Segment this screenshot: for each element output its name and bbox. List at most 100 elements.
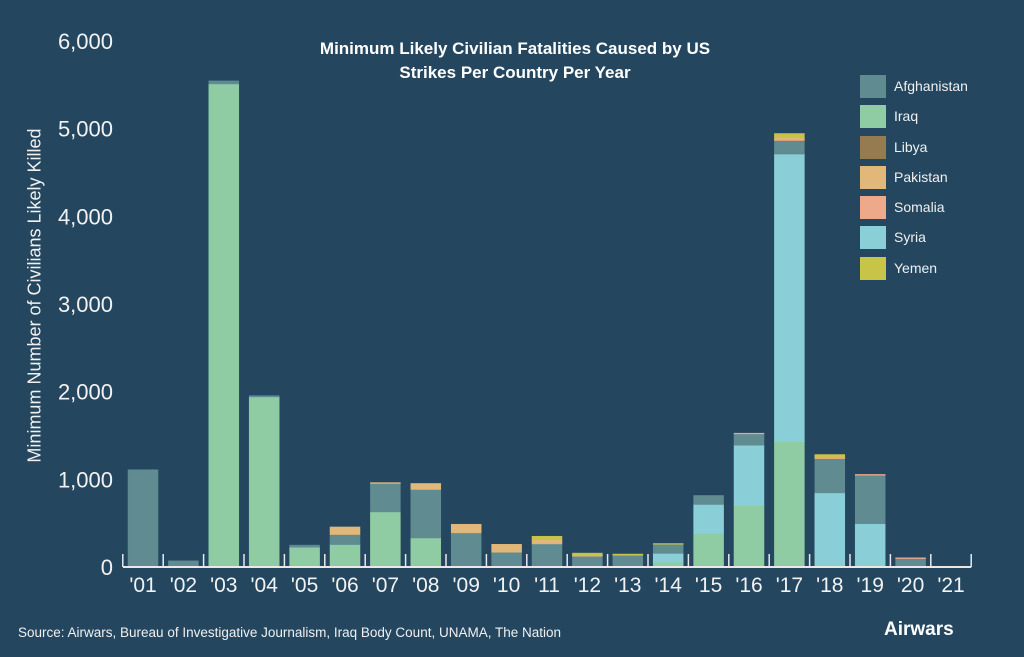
x-tick-label: '18 bbox=[816, 574, 843, 597]
x-tick-label: '02 bbox=[170, 574, 197, 597]
bar-segment-somalia bbox=[895, 557, 926, 559]
x-tick-label: '12 bbox=[574, 574, 601, 597]
bar-segment-iraq bbox=[370, 511, 401, 568]
legend-label: Iraq bbox=[894, 108, 919, 125]
bar-segment-pakistan bbox=[370, 482, 401, 484]
legend-label: Yemen bbox=[894, 259, 938, 276]
brand-logo: Airwars bbox=[884, 619, 954, 640]
bar-segment-iraq bbox=[289, 547, 320, 568]
x-tick-label: '13 bbox=[614, 574, 641, 597]
bar-segment-afghanistan bbox=[652, 543, 684, 554]
bar-segment-afghanistan bbox=[289, 544, 320, 548]
legend-swatch bbox=[860, 226, 886, 250]
bar-segment-yemen bbox=[612, 553, 644, 556]
bar-segment-yemen bbox=[531, 535, 563, 540]
bar-segment-yemen bbox=[814, 454, 846, 459]
x-tick-label: '17 bbox=[776, 574, 803, 597]
bar-segment-afghanistan bbox=[572, 556, 603, 568]
bar-segment-iraq bbox=[774, 441, 805, 568]
x-tick-label: '20 bbox=[897, 574, 924, 597]
x-tick-label: '01 bbox=[129, 574, 156, 597]
legend-item-libya: Libya bbox=[860, 135, 968, 166]
legend-item-iraq: Iraq bbox=[860, 105, 968, 135]
bar-segment-afghanistan bbox=[450, 532, 482, 568]
legend-item-pakistan: Pakistan bbox=[860, 165, 968, 196]
bar-segment-syria bbox=[814, 492, 846, 566]
bar-segment-afghanistan bbox=[774, 140, 805, 155]
legend-label: Libya bbox=[894, 138, 928, 155]
bar-segment-afghanistan bbox=[370, 483, 401, 513]
bar-segment-pakistan bbox=[450, 523, 482, 534]
bar-segment-iraq bbox=[329, 544, 361, 568]
legend-label: Pakistan bbox=[894, 168, 948, 185]
legend-label: Syria bbox=[894, 229, 926, 246]
x-tick-label: '15 bbox=[695, 574, 722, 597]
legend-swatch bbox=[860, 75, 886, 98]
legend-label: Afghanistan bbox=[894, 78, 968, 94]
bar-segment-syria bbox=[652, 553, 684, 563]
legend-label: Somalia bbox=[894, 199, 945, 216]
bar-segment-syria bbox=[733, 444, 765, 506]
y-tick-label: 1,000 bbox=[58, 467, 113, 492]
bar-segment-syria bbox=[693, 504, 724, 534]
bar-segment-afghanistan bbox=[410, 489, 442, 539]
legend-swatch bbox=[860, 135, 886, 159]
bar-segment-afghanistan bbox=[248, 395, 280, 398]
bar-segment-afghanistan bbox=[208, 80, 240, 85]
bar-segment-pakistan bbox=[329, 526, 361, 535]
y-tick-label: 0 bbox=[101, 555, 113, 580]
bar-segment-pakistan bbox=[531, 539, 563, 545]
bar-segment-somalia bbox=[733, 432, 765, 435]
bar-segment-pakistan bbox=[774, 137, 805, 140]
bar-segment-somalia bbox=[854, 474, 886, 476]
y-tick-label: 2,000 bbox=[58, 380, 113, 405]
x-tick-label: '14 bbox=[655, 574, 683, 597]
bar-segment-yemen bbox=[652, 543, 684, 545]
y-tick-label: 6,000 bbox=[58, 29, 113, 54]
legend-item-somalia: Somalia bbox=[860, 196, 968, 226]
legend-item-syria: Syria bbox=[860, 226, 968, 256]
bar-segment-afghanistan bbox=[491, 552, 522, 568]
chart-title: Minimum Likely Civilian Fatalities Cause… bbox=[250, 37, 780, 85]
x-tick-label: '16 bbox=[735, 574, 762, 597]
x-tick-label: '04 bbox=[251, 574, 279, 597]
source-note: Source: Airwars, Bureau of Investigative… bbox=[18, 625, 561, 640]
bar-segment-afghanistan bbox=[733, 433, 765, 446]
x-tick-label: '06 bbox=[331, 574, 358, 597]
x-tick-label: '19 bbox=[857, 574, 884, 597]
bar-segment-afghanistan bbox=[612, 554, 644, 568]
bar-segment-afghanistan bbox=[854, 475, 886, 524]
bar-segment-iraq bbox=[248, 396, 280, 568]
bar-segment-pakistan bbox=[410, 483, 442, 490]
bar-segment-yemen bbox=[774, 133, 805, 139]
y-tick-label: 3,000 bbox=[58, 292, 113, 317]
bar-segment-pakistan bbox=[491, 544, 522, 553]
bar-segment-afghanistan bbox=[814, 458, 846, 494]
bar-segment-iraq bbox=[733, 505, 765, 568]
bar-segment-afghanistan bbox=[329, 534, 361, 545]
bar-segment-iraq bbox=[208, 83, 240, 568]
y-axis-label: Minimum Number of Civilians Likely Kille… bbox=[24, 128, 45, 463]
legend-swatch bbox=[860, 105, 886, 129]
legend: Afghanistan Iraq Libya Pakistan Somalia Syria… bbox=[860, 75, 968, 287]
bar-segment-yemen bbox=[572, 552, 603, 556]
legend-swatch bbox=[860, 165, 886, 189]
x-tick-label: '03 bbox=[210, 574, 237, 597]
y-tick-label: 5,000 bbox=[58, 117, 113, 142]
bar-segment-afghanistan bbox=[531, 543, 563, 568]
x-tick-label: '21 bbox=[937, 574, 964, 597]
x-tick-label: '05 bbox=[291, 574, 318, 597]
bar-segment-afghanistan bbox=[127, 469, 159, 568]
x-tick-label: '07 bbox=[372, 574, 399, 597]
x-tick-label: '09 bbox=[453, 574, 480, 597]
legend-item-afghanistan: Afghanistan bbox=[860, 75, 968, 105]
legend-swatch bbox=[860, 196, 886, 220]
x-tick-label: '11 bbox=[534, 574, 560, 597]
bar-segment-iraq bbox=[410, 537, 442, 568]
bar-segment-syria bbox=[774, 153, 805, 442]
y-tick-label: 4,000 bbox=[58, 204, 113, 229]
bar-segment-iraq bbox=[693, 533, 724, 568]
legend-swatch bbox=[860, 256, 886, 280]
x-tick-label: '10 bbox=[493, 574, 520, 597]
